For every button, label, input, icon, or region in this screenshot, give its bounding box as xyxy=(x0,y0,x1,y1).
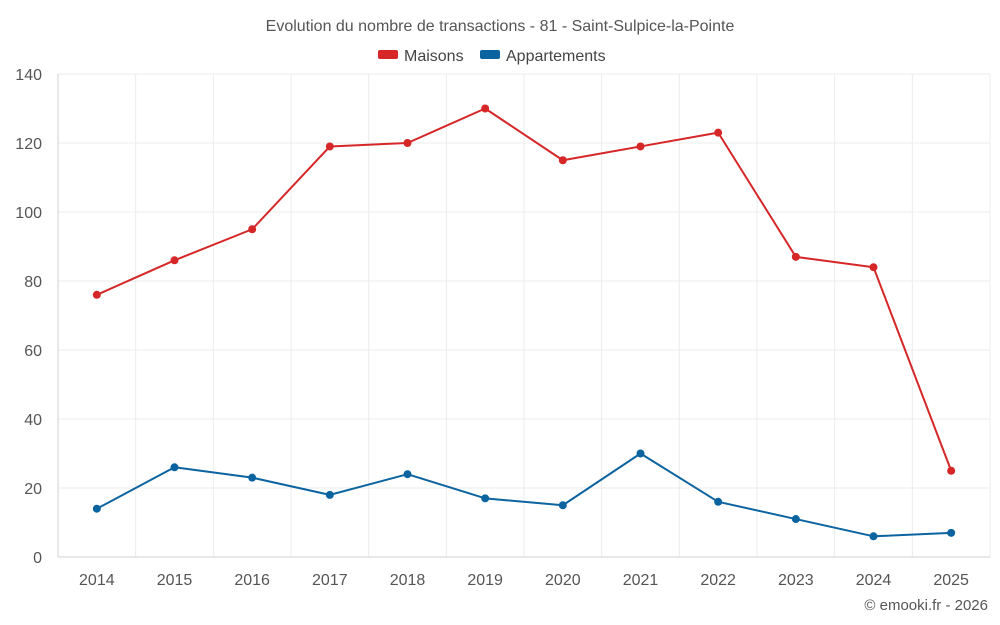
y-tick-label: 60 xyxy=(24,343,42,360)
data-point-maisons[interactable] xyxy=(92,290,101,299)
y-tick-label: 100 xyxy=(15,205,42,222)
credit-text: © emooki.fr - 2026 xyxy=(864,597,988,614)
x-tick-label: 2025 xyxy=(933,572,969,589)
x-tick-label: 2014 xyxy=(79,572,115,589)
data-point-appartements[interactable] xyxy=(636,449,645,458)
legend-item-appartements[interactable]: Appartements xyxy=(480,48,606,65)
chart-title: Evolution du nombre de transactions - 81… xyxy=(266,18,735,35)
data-point-appartements[interactable] xyxy=(92,504,101,513)
y-tick-label: 0 xyxy=(33,550,42,567)
data-point-maisons[interactable] xyxy=(325,142,334,151)
x-tick-label: 2015 xyxy=(157,572,193,589)
x-tick-label: 2020 xyxy=(545,572,581,589)
y-tick-label: 80 xyxy=(24,274,42,291)
data-point-maisons[interactable] xyxy=(170,256,179,265)
data-point-appartements[interactable] xyxy=(248,473,257,482)
y-tick-label: 40 xyxy=(24,412,42,429)
x-tick-label: 2019 xyxy=(467,572,503,589)
series-line-appartements xyxy=(96,452,952,538)
legend-swatch-appartements xyxy=(480,50,500,59)
series-layer xyxy=(92,104,956,541)
data-point-appartements[interactable] xyxy=(403,470,412,479)
data-point-appartements[interactable] xyxy=(325,490,334,499)
legend-swatch-maisons xyxy=(378,50,398,59)
data-point-maisons[interactable] xyxy=(791,252,800,261)
data-point-maisons[interactable] xyxy=(558,156,567,165)
legend-label-appartements: Appartements xyxy=(506,48,606,65)
data-point-appartements[interactable] xyxy=(791,515,800,524)
data-point-appartements[interactable] xyxy=(170,463,179,472)
x-tick-label: 2017 xyxy=(312,572,348,589)
data-point-appartements[interactable] xyxy=(558,501,567,510)
data-point-appartements[interactable] xyxy=(481,494,490,503)
y-tick-label: 20 xyxy=(24,481,42,498)
data-point-appartements[interactable] xyxy=(869,532,878,541)
data-point-maisons[interactable] xyxy=(714,128,723,137)
data-point-maisons[interactable] xyxy=(248,225,257,234)
legend-item-maisons[interactable]: Maisons xyxy=(378,48,464,65)
data-point-appartements[interactable] xyxy=(947,528,956,537)
data-point-maisons[interactable] xyxy=(869,263,878,272)
data-point-appartements[interactable] xyxy=(714,497,723,506)
x-tick-label: 2018 xyxy=(390,572,426,589)
axes xyxy=(57,74,990,558)
y-tick-label: 120 xyxy=(15,136,42,153)
data-point-maisons[interactable] xyxy=(481,104,490,113)
x-tick-label: 2023 xyxy=(778,572,814,589)
data-point-maisons[interactable] xyxy=(947,466,956,475)
x-tick-label: 2024 xyxy=(856,572,892,589)
legend: Maisons Appartements xyxy=(378,48,606,65)
y-tick-label: 140 xyxy=(15,67,42,84)
x-gridlines xyxy=(57,74,991,557)
x-tick-label: 2016 xyxy=(234,572,270,589)
x-axis-ticks: 2014 2015 2016 2017 2018 2019 2020 2021 2022 2023… xyxy=(79,572,969,589)
x-tick-label: 2021 xyxy=(623,572,659,589)
data-point-maisons[interactable] xyxy=(636,142,645,151)
x-tick-label: 2022 xyxy=(700,572,736,589)
legend-label-maisons: Maisons xyxy=(404,48,464,65)
y-axis-ticks: 0 20 40 60 80 100 120 140 xyxy=(15,67,42,567)
series-line-maisons xyxy=(96,107,953,472)
data-point-maisons[interactable] xyxy=(403,139,412,147)
